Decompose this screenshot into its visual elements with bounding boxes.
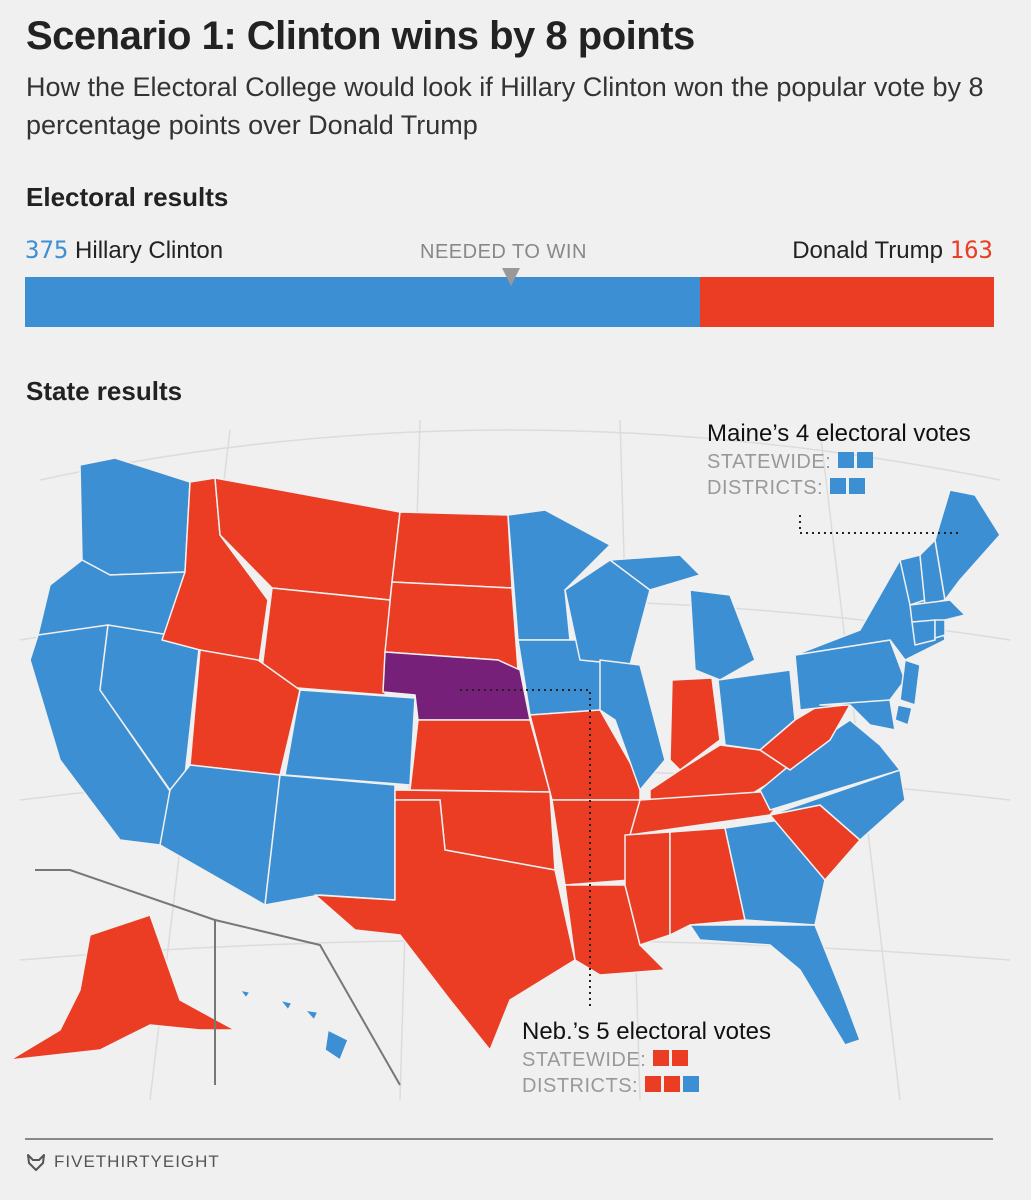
needed-to-win-label: NEEDED TO WIN	[420, 241, 587, 263]
maine-title: Maine’s 4 electoral votes	[707, 420, 971, 447]
state-fl	[689, 924, 861, 1046]
maine-district-square	[849, 478, 866, 494]
trump-name: Donald Trump	[792, 237, 943, 264]
state-il	[599, 659, 666, 791]
state-ga	[724, 819, 826, 926]
state-al	[669, 827, 746, 936]
clinton-votes: 375	[25, 236, 69, 264]
trump-bar-segment	[700, 277, 994, 327]
maine-districts-label: DISTRICTS:	[707, 477, 824, 499]
state-mi	[609, 554, 756, 681]
nebraska-district-square	[645, 1076, 662, 1092]
state-nc	[769, 769, 906, 841]
page-title: Scenario 1: Clinton wins by 8 points	[26, 14, 695, 58]
fox-logo-icon	[27, 1154, 45, 1171]
state-wy	[259, 587, 391, 696]
nebraska-title: Neb.’s 5 electoral votes	[522, 1018, 772, 1045]
state-ri	[934, 619, 946, 639]
state-me	[934, 489, 1001, 601]
maine-district-square	[830, 478, 847, 494]
state-az	[159, 764, 281, 906]
state-wi	[564, 559, 651, 666]
state-hi	[239, 989, 349, 1061]
maine-statewide-square	[857, 452, 874, 468]
state-wa	[79, 457, 191, 576]
state-ms	[624, 831, 671, 946]
needed-to-win-marker	[502, 268, 520, 286]
nebraska-districts-row: DISTRICTS:	[522, 1075, 771, 1098]
state-ut	[189, 649, 301, 776]
maine-district-squares	[827, 477, 866, 500]
nebraska-statewide-label: STATEWIDE:	[522, 1049, 647, 1071]
clinton-bar-segment	[25, 277, 701, 327]
state-ak	[9, 914, 236, 1061]
trump-votes: 163	[949, 236, 993, 264]
nebraska-statewide-row: STATEWIDE:	[522, 1049, 771, 1072]
page-subtitle: How the Electoral College would look if …	[26, 72, 984, 140]
maine-statewide-row: STATEWIDE:	[707, 451, 971, 474]
us-map	[9, 420, 1011, 1101]
electoral-bar	[25, 277, 994, 327]
state-in	[669, 677, 721, 771]
state-co	[284, 689, 416, 786]
maine-statewide-square	[838, 452, 855, 468]
electoral-heading: Electoral results	[26, 182, 229, 212]
maine-districts-row: DISTRICTS:	[707, 477, 971, 500]
footer: FIVETHIRTYEIGHT	[26, 1152, 220, 1172]
state-nj	[899, 659, 921, 706]
state-de	[894, 704, 913, 726]
state-tx	[314, 799, 576, 1051]
clinton-label: 375 Hillary Clinton	[25, 236, 223, 265]
state-ct	[911, 619, 936, 646]
maine-callout: Maine’s 4 electoral votes STATEWIDE: DIS…	[707, 420, 971, 500]
state-ma	[909, 599, 966, 623]
nebraska-statewide-squares	[650, 1049, 689, 1072]
nebraska-district-square	[664, 1076, 681, 1092]
nebraska-district-square	[683, 1076, 700, 1092]
state-nm	[264, 774, 396, 906]
trump-label: Donald Trump 163	[792, 236, 993, 265]
brand-name: FIVETHIRTYEIGHT	[54, 1152, 220, 1171]
nebraska-statewide-square	[653, 1050, 670, 1066]
maine-statewide-label: STATEWIDE:	[707, 451, 832, 473]
nebraska-district-squares	[642, 1075, 700, 1098]
state-nd	[391, 511, 513, 589]
maine-statewide-squares	[835, 451, 874, 474]
callout-leaders	[460, 515, 960, 1010]
inset-borders	[35, 869, 401, 1086]
state-md	[819, 699, 896, 731]
state-results-heading: State results	[26, 376, 183, 406]
nebraska-callout: Neb.’s 5 electoral votes STATEWIDE: DIST…	[522, 1018, 771, 1098]
clinton-name: Hillary Clinton	[75, 237, 224, 264]
footer-divider	[25, 1138, 993, 1140]
state-ks	[409, 719, 551, 793]
nebraska-districts-label: DISTRICTS:	[522, 1075, 639, 1097]
nebraska-statewide-square	[672, 1050, 689, 1066]
